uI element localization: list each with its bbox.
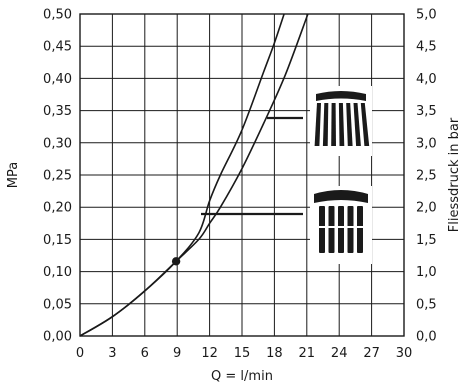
wide-spray-head-icon (314, 91, 370, 146)
spray-ray (338, 103, 345, 146)
y-tick-label-right: 0,0 (416, 330, 437, 345)
y-tick-label-left: 0,15 (43, 233, 72, 248)
spray-column (347, 206, 354, 253)
y-tick-label-left: 0,30 (43, 136, 72, 151)
intersection-marker (171, 257, 181, 266)
plot-frame (79, 13, 405, 337)
y-tick-label-left: 0,40 (43, 72, 72, 87)
y-tick-label-right: 0,5 (416, 297, 437, 312)
spray-head-narrow (314, 190, 368, 203)
x-axis-label: Q = l/min (211, 369, 273, 384)
x-tick-label: 21 (299, 346, 316, 361)
y-tick-label-left: 0,25 (43, 169, 72, 184)
y-tick-label-right: 1,5 (416, 233, 437, 248)
y-tick-label-left: 0,45 (43, 40, 72, 55)
y-tick-label-right: 1,0 (416, 265, 437, 280)
leader-lines (201, 116, 303, 216)
x-tick-label: 12 (201, 346, 218, 361)
y-tick-label-left: 0,20 (43, 201, 72, 216)
x-tick-label: 27 (363, 346, 380, 361)
spray-ray (331, 103, 336, 146)
spray-ray (322, 103, 329, 146)
x-tick-label: 15 (234, 346, 251, 361)
spray-column (338, 206, 344, 253)
spray-ray (353, 103, 361, 146)
spray-column (357, 206, 363, 253)
y-tick-label-right: 3,5 (416, 104, 437, 119)
y-tick-label-left: 0,00 (43, 330, 72, 345)
x-tick-label: 18 (266, 346, 283, 361)
axis-ticks: 0 3 6 9 12 15 18 21 24 27 30 0,00 0,05 0,10 0,15 0,20 0,… (43, 8, 437, 362)
y-tick-label-right: 5,0 (416, 8, 437, 23)
spray-column (328, 206, 335, 253)
x-tick-label: 9 (173, 346, 181, 361)
y-tick-label-left: 0,50 (43, 8, 72, 23)
y-tick-label-left: 0,35 (43, 104, 72, 119)
spray-ray (346, 103, 353, 146)
x-tick-label: 0 (76, 346, 84, 361)
spray-ray (360, 103, 370, 146)
spray-icons (310, 86, 372, 264)
y-axis-label-left: MPa (6, 162, 21, 188)
y-tick-label-right: 4,0 (416, 72, 437, 87)
y-tick-label-right: 3,0 (416, 136, 437, 151)
y-tick-label-left: 0,05 (43, 297, 72, 312)
x-tick-label: 6 (141, 346, 149, 361)
narrow-spray-head-icon (314, 190, 368, 253)
spray-column (319, 206, 325, 253)
y-tick-label-right: 2,0 (416, 201, 437, 216)
y-tick-label-left: 0,10 (43, 265, 72, 280)
x-tick-label: 30 (396, 346, 413, 361)
y-tick-label-right: 2,5 (416, 169, 437, 184)
spray-head-wide (316, 91, 366, 101)
spray-ray (314, 103, 321, 146)
x-tick-label: 24 (331, 346, 348, 361)
grid (80, 14, 404, 336)
y-axis-label-right: Fliessdruck in bar (447, 117, 462, 232)
y-tick-label-right: 4,5 (416, 40, 437, 55)
curves (79, 13, 309, 337)
x-tick-label: 3 (108, 346, 116, 361)
series-line-2 (79, 13, 309, 337)
